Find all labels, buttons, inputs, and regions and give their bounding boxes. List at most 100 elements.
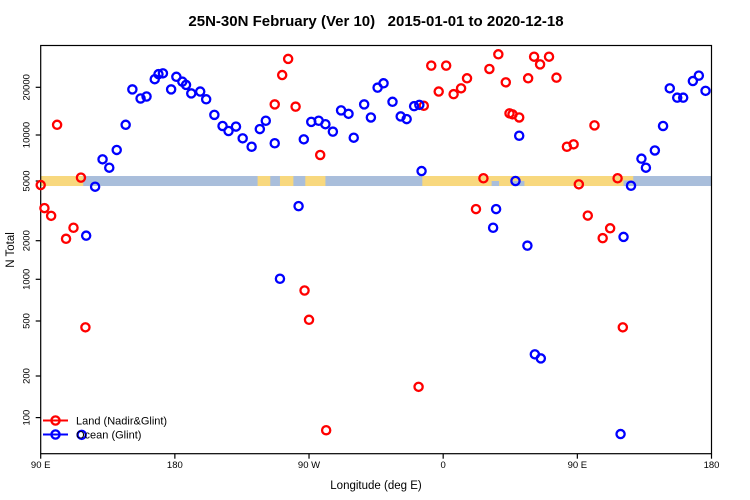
band-ocean-notch <box>491 181 500 187</box>
data-point-land <box>513 112 525 123</box>
data-point-ocean <box>343 108 354 120</box>
data-point-ocean <box>237 133 248 144</box>
legend-label: Ocean (Glint) <box>76 429 141 441</box>
data-point-land <box>493 49 504 60</box>
data-point-ocean <box>408 100 420 112</box>
data-point-ocean <box>671 92 683 103</box>
data-point-ocean <box>180 79 192 91</box>
y-tick-label: 200 <box>22 368 33 384</box>
data-point-land <box>448 88 459 100</box>
data-point-land <box>320 424 332 436</box>
data-point-ocean <box>358 99 370 110</box>
band-ocean-base <box>40 176 712 187</box>
x-tick-label: 180 <box>167 460 183 471</box>
y-axis-ticks: 100 200 500 1000 2000 5000 10000 20000 <box>22 74 41 426</box>
data-point-ocean <box>127 84 138 95</box>
x-tick-label: 0 <box>441 460 446 471</box>
data-point-ocean <box>677 92 689 103</box>
data-point-land <box>426 60 437 71</box>
data-point-land <box>433 86 444 97</box>
data-point-land <box>543 51 555 62</box>
data-point-ocean <box>157 68 169 79</box>
data-point-land <box>75 172 87 183</box>
data-point-land <box>551 72 562 83</box>
legend-marker <box>50 415 61 426</box>
data-point-ocean <box>76 429 87 441</box>
data-point-ocean <box>223 125 234 137</box>
data-point-land <box>269 99 280 110</box>
data-point-land <box>35 179 46 191</box>
data-point-land <box>276 69 288 81</box>
data-point-ocean <box>269 138 280 149</box>
data-point-land <box>534 59 546 70</box>
data-point-ocean <box>657 120 669 132</box>
data-point-ocean <box>320 118 331 130</box>
data-point-land <box>573 179 585 190</box>
data-point-ocean <box>120 119 131 131</box>
data-point-ocean <box>165 84 177 95</box>
data-point-ocean <box>89 181 101 192</box>
data-point-ocean <box>387 96 398 108</box>
data-point-ocean <box>625 180 637 191</box>
y-tick-label: 20000 <box>22 74 33 100</box>
data-point-ocean <box>80 230 92 241</box>
y-tick-label: 5000 <box>22 170 33 191</box>
data-point-ocean <box>365 112 377 123</box>
data-point-ocean <box>153 68 164 80</box>
data-point-ocean <box>200 94 212 105</box>
data-point-ocean <box>141 91 152 102</box>
data-point-ocean <box>378 78 389 89</box>
y-tick-label: 2000 <box>22 230 33 251</box>
data-point-ocean <box>640 162 652 173</box>
data-point-land <box>413 381 424 393</box>
land-series-points <box>35 49 629 436</box>
y-tick-label: 100 <box>22 410 33 426</box>
x-tick-label: 90 W <box>298 460 320 471</box>
data-point-land <box>522 73 534 84</box>
data-point-land <box>500 77 512 88</box>
data-point-land <box>461 73 473 84</box>
data-point-ocean <box>649 145 661 156</box>
data-point-ocean <box>618 231 629 243</box>
y-tick-label: 1000 <box>22 269 33 290</box>
data-point-ocean <box>97 154 108 165</box>
data-point-ocean <box>510 175 521 187</box>
data-point-land <box>51 119 63 131</box>
ocean-series-points <box>76 68 711 441</box>
data-point-ocean <box>416 165 427 177</box>
data-point-land <box>282 53 294 65</box>
data-point-ocean <box>135 93 146 104</box>
x-axis-title: Longitude (deg E) <box>330 480 422 492</box>
band-land-segment <box>279 176 294 187</box>
data-point-ocean <box>194 86 206 97</box>
data-point-ocean <box>687 75 699 87</box>
x-tick-label: 180 <box>704 460 720 471</box>
data-point-land <box>470 203 482 215</box>
legend-label: Land (Nadir&Glint) <box>76 415 167 427</box>
data-point-land <box>478 173 489 184</box>
data-point-ocean <box>490 203 502 215</box>
plot-frame <box>40 44 713 455</box>
data-point-land <box>528 51 540 62</box>
data-point-land <box>604 223 616 234</box>
x-axis-ticks: 90 E 180 90 W 0 90 E 180 <box>31 453 720 471</box>
data-point-land <box>68 222 79 233</box>
data-point-ocean <box>260 115 272 127</box>
data-point-land <box>290 101 301 112</box>
data-point-ocean <box>186 88 197 99</box>
data-point-land <box>314 149 326 161</box>
data-point-land <box>303 314 315 326</box>
data-point-ocean <box>401 113 412 125</box>
data-point-land <box>582 210 594 221</box>
band-land-segment <box>305 176 326 187</box>
data-point-land <box>589 120 600 131</box>
y-tick-label: 500 <box>22 313 33 329</box>
legend-marker <box>50 429 61 440</box>
data-point-ocean <box>535 353 547 364</box>
legend: Land (Nadir&Glint) Ocean (Glint) <box>43 415 167 441</box>
data-point-ocean <box>104 162 115 173</box>
map-band <box>40 176 712 187</box>
data-point-land <box>612 173 623 184</box>
